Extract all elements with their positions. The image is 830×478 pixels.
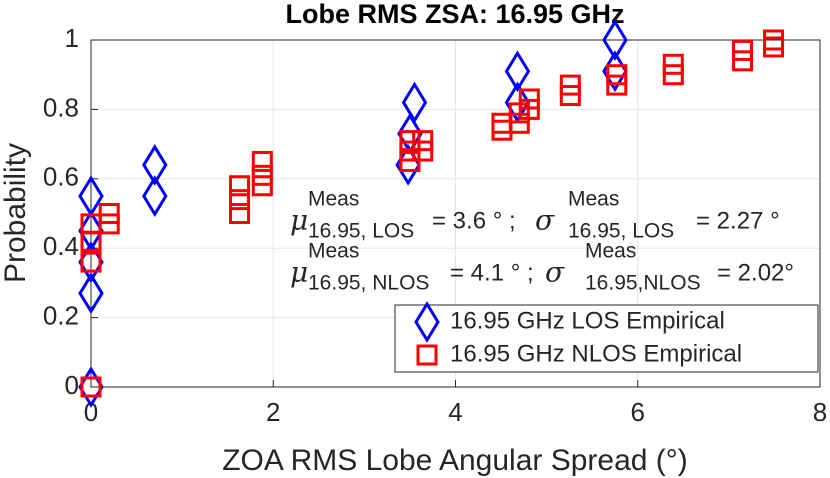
square-marker: [80, 251, 102, 273]
y-tick-label: 0.8: [43, 92, 79, 122]
square-marker: [412, 130, 434, 152]
annotation-sub: 16.95, NLOS: [308, 272, 429, 295]
annotation-sub: 16.95, LOS: [568, 220, 674, 243]
square-marker: [662, 53, 684, 75]
square-marker: [229, 175, 251, 197]
diamond-marker: [142, 144, 168, 186]
diamond-marker: [78, 366, 104, 408]
diamond-marker: [602, 19, 628, 61]
x-tick-label: 6: [631, 397, 645, 427]
y-tick-label: 0: [65, 370, 79, 400]
square-marker: [491, 112, 513, 134]
annotation-symbol: μ: [290, 256, 308, 289]
x-tick-label: 2: [266, 397, 280, 427]
square-marker: [98, 203, 120, 224]
diamond-marker: [401, 81, 428, 124]
x-tick-label: 8: [813, 397, 827, 427]
square-marker: [229, 189, 251, 211]
x-axis-label: ZOA RMS Lobe Angular Spread (°): [222, 444, 688, 477]
x-tick-label: 0: [84, 397, 98, 427]
annotation-symbol: σ: [535, 204, 555, 237]
annotation-text: = 2.27 °: [696, 207, 780, 234]
y-tick-label: 0.4: [43, 231, 79, 261]
legend-marker: [414, 301, 440, 343]
y-tick-label: 0.2: [43, 300, 79, 330]
annotation-sup: Meas: [308, 188, 359, 211]
legend-box: [394, 304, 819, 373]
annotation-sub: 16.95, LOS: [308, 220, 414, 243]
square-marker: [251, 150, 273, 172]
square-marker: [229, 203, 251, 224]
diamond-marker: [78, 241, 104, 283]
legend-label: 16.95 GHz NLOS Empirical: [450, 340, 742, 367]
diamond-marker: [504, 50, 531, 93]
x-tick-label: 4: [448, 397, 462, 427]
annotation-sup: Meas: [568, 188, 619, 211]
square-marker: [763, 29, 785, 51]
y-axis-label: Probability: [0, 143, 32, 283]
square-marker: [80, 376, 102, 398]
square-marker: [491, 119, 513, 141]
chart-title: Lobe RMS ZSA: 16.95 GHz: [285, 0, 624, 29]
y-tick-label: 0.6: [43, 162, 79, 192]
diamond-marker: [142, 175, 168, 218]
legend-label: 16.95 GHz LOS Empirical: [450, 307, 725, 334]
square-marker: [559, 74, 581, 96]
y-tick-label: 1: [65, 23, 79, 53]
legend: 16.95 GHz LOS Empirical 16.95 GHz NLOS Em…: [394, 301, 819, 373]
annotation-symbol: μ: [290, 204, 308, 237]
annotation-text: = 4.1 ° ;: [450, 259, 534, 286]
diamond-marker: [78, 272, 104, 315]
annotation-sup: Meas: [585, 240, 636, 263]
annotation-sup: Meas: [308, 240, 359, 263]
legend-marker: [416, 344, 438, 366]
square-marker: [251, 164, 273, 186]
square-marker: [732, 39, 754, 61]
square-marker: [606, 64, 628, 86]
annotation-sub: 16.95,NLOS: [585, 272, 701, 295]
square-marker: [763, 36, 785, 58]
annotation-text: = 2.02°: [717, 259, 794, 286]
annotation-symbol: σ: [545, 256, 565, 289]
square-marker: [518, 88, 540, 110]
annotation-text: = 3.6 ° ;: [432, 207, 516, 234]
